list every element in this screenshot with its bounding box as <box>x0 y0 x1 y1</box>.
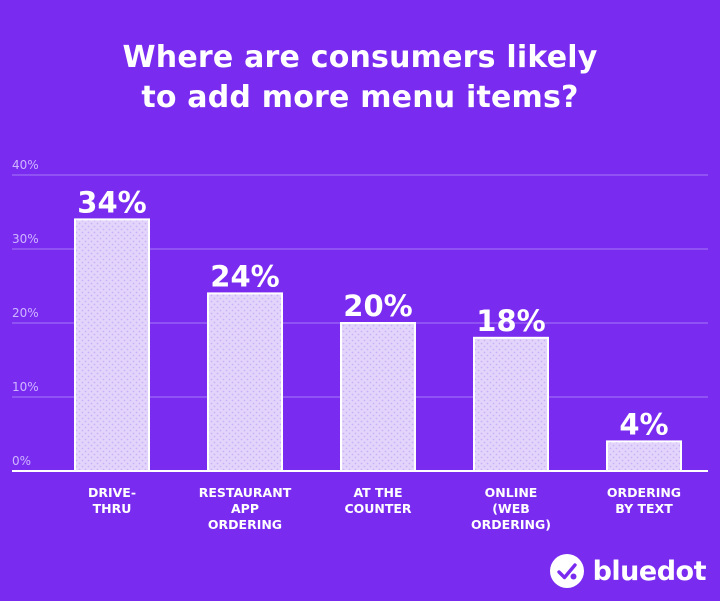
data-label: 18% <box>476 304 545 338</box>
bluedot-logo-icon <box>549 554 584 588</box>
y-tick-label: 10% <box>12 380 39 394</box>
y-tick-label: 20% <box>12 306 39 320</box>
labels: 0% 10% 20% 30% 40% 34% DRIVE-THRU 24% RESTAURANT… <box>12 158 681 532</box>
bars <box>74 218 682 472</box>
data-label: 34% <box>77 185 146 219</box>
data-label: 4% <box>619 407 668 441</box>
chart-title-line-1: Where are consumers likely <box>122 40 598 75</box>
category-label: DRIVE-THRU <box>88 485 136 516</box>
y-tick-label: 30% <box>12 232 39 246</box>
category-label: ONLINE (WEB ORDERING) <box>471 485 551 532</box>
data-label: 20% <box>343 289 412 323</box>
bar <box>340 322 416 472</box>
category-label: RESTAURANT APP ORDERING <box>199 485 292 532</box>
brand-logo: bluedot <box>549 553 707 589</box>
bar <box>207 292 283 472</box>
y-tick-label: 40% <box>12 158 39 172</box>
brand-name: bluedot <box>592 555 707 587</box>
data-label: 24% <box>210 259 279 293</box>
chart-title: Where are consumers likely to add more m… <box>0 38 720 118</box>
bar <box>606 440 682 472</box>
category-label: ORDERING BY TEXT <box>607 485 681 516</box>
chart-title-line-2: to add more menu items? <box>141 80 579 115</box>
y-tick-label: 0% <box>12 454 31 468</box>
bar <box>74 218 150 472</box>
bar <box>473 336 549 472</box>
category-label: AT THE COUNTER <box>344 485 411 516</box>
